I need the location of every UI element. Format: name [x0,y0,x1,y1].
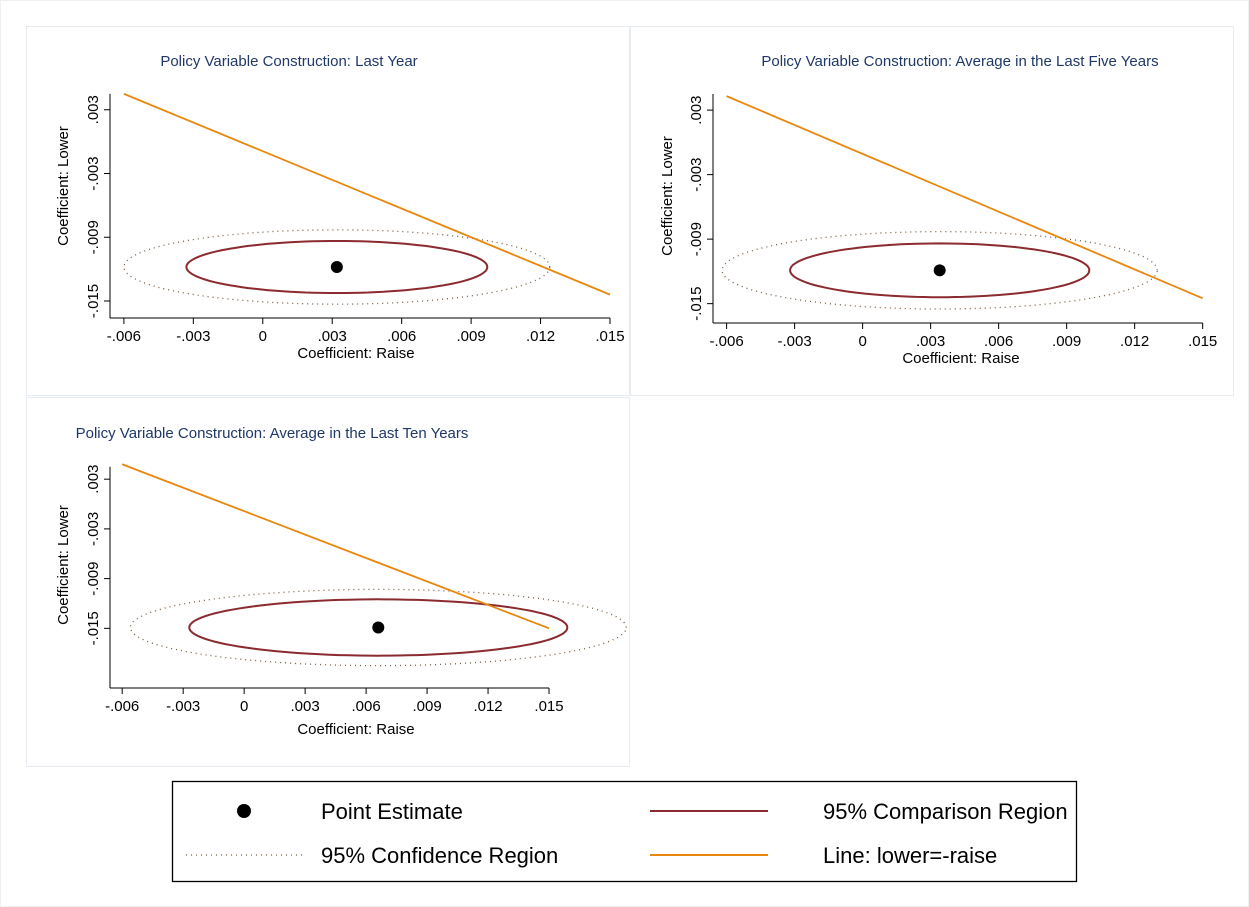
reference-line [123,92,611,296]
x-tick-label: -.006 [107,328,141,345]
point-estimate [330,261,343,273]
y-tick-label: -.015 [85,284,102,318]
x-tick-label: .012 [473,698,502,715]
x-tick-label: 0 [259,328,267,345]
x-tick-label: .006 [387,328,416,345]
chart-panel-last-ten-years: Policy Variable Construction: Average in… [26,397,630,767]
panel-border [630,26,1234,396]
plot-area: -.006 -.003 0 .003 .006 .009 .012 .015 -.015 -.00… [688,93,1217,350]
x-tick-label: 0 [858,333,866,350]
x-tick-label: -.003 [176,328,210,345]
legend-box [171,780,1078,883]
y-tick-label: -.003 [85,156,102,190]
x-tick-label: .009 [412,698,441,715]
x-tick-label: .003 [318,328,347,345]
legend-label-line: Line: lower=-raise [823,843,997,868]
x-tick-label: .015 [1188,333,1217,350]
y-tick-label: -.009 [85,562,102,596]
x-axis-title: Coefficient: Raise [297,721,414,738]
point-estimate [933,264,946,277]
y-tick-label: .003 [688,96,705,125]
panel-title: Policy Variable Construction: Last Year [160,53,417,70]
comparison-region [185,240,489,294]
x-tick-label: .009 [457,328,486,345]
panel-border [26,397,630,767]
y-tick-label: .003 [85,465,102,494]
x-tick-label: .006 [351,698,380,715]
x-tick-label: .012 [526,328,555,345]
legend-point-symbol [237,804,251,818]
reference-line [726,95,1204,300]
legend-label-point: Point Estimate [321,799,463,824]
y-tick-label: -.015 [85,611,102,645]
x-tick-label: -.003 [166,698,200,715]
reference-line [121,463,550,630]
y-axis-title: Coefficient: Lower [55,505,72,625]
y-tick-label: -.003 [688,158,705,192]
plot-area: -.006 -.003 0 .003 .006 .009 .012 .015 -.015 -.00… [85,463,627,715]
x-tick-label: 0 [240,698,248,715]
y-tick-label: .003 [85,95,102,124]
legend: Point Estimate 95% Comparison Region 95%… [171,780,1078,883]
x-tick-label: .012 [1120,333,1149,350]
panel-border [26,26,630,396]
comparison-region [188,598,569,657]
x-tick-label: .009 [1052,333,1081,350]
x-tick-label: .015 [595,328,624,345]
y-tick-label: -.009 [85,220,102,254]
legend-label-confidence: 95% Confidence Region [321,843,558,868]
plot-area: -.006 -.003 0 .003 .006 .009 .012 .015 -.015 -.00… [85,92,625,345]
x-axis-title: Coefficient: Raise [902,350,1019,367]
point-estimate [372,621,385,634]
panel-title: Policy Variable Construction: Average in… [761,53,1158,70]
x-tick-label: .003 [916,333,945,350]
chart-panel-last-five-years: Policy Variable Construction: Average in… [630,26,1234,396]
x-tick-label: -.006 [105,698,139,715]
x-tick-label: .015 [534,698,563,715]
legend-label-comparison: 95% Comparison Region [823,799,1068,824]
y-tick-label: -.015 [688,287,705,321]
y-tick-label: -.003 [85,512,102,546]
panel-title: Policy Variable Construction: Average in… [76,425,469,442]
y-tick-label: -.009 [688,222,705,256]
x-tick-label: -.006 [710,333,744,350]
x-tick-label: -.003 [778,333,812,350]
x-tick-label: .003 [291,698,320,715]
x-tick-label: .006 [984,333,1013,350]
y-axis-title: Coefficient: Lower [55,126,72,246]
y-axis-title: Coefficient: Lower [659,136,676,256]
chart-panel-last-year: Policy Variable Construction: Last Year … [26,26,630,396]
x-axis-title: Coefficient: Raise [297,345,414,362]
comparison-region [789,242,1091,299]
